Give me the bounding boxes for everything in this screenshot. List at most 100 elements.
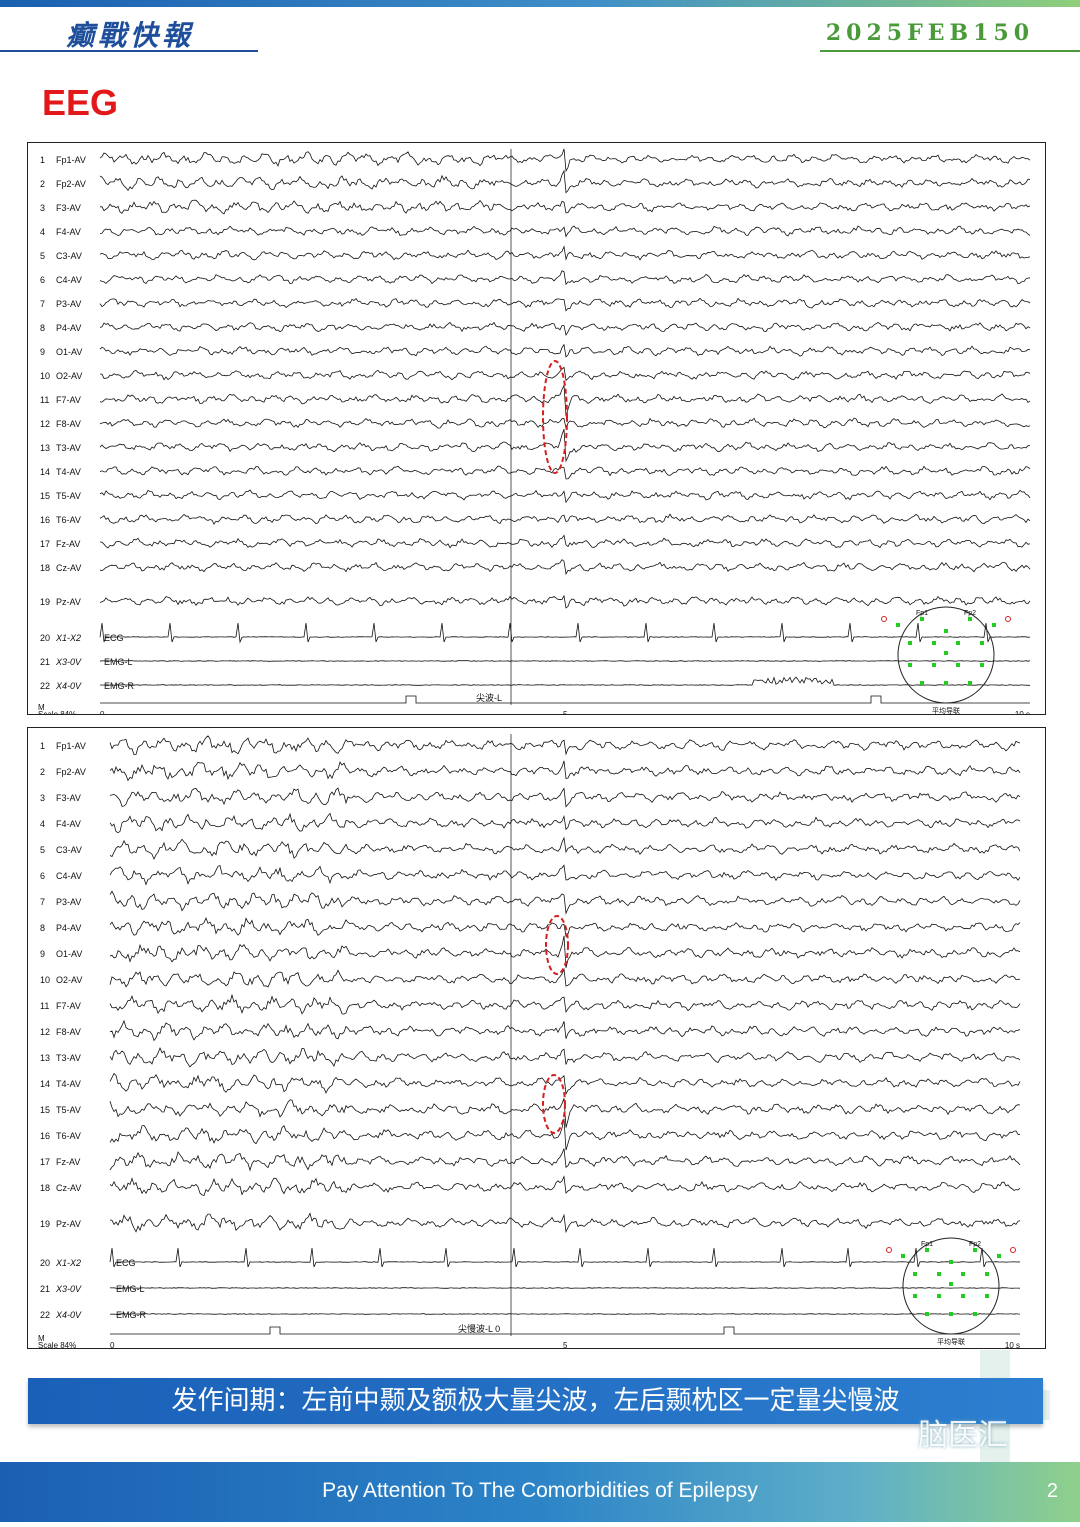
eeg-trace: [99, 622, 1031, 644]
channel-index: 15: [40, 491, 50, 501]
electrode-dot: [920, 681, 924, 685]
channel-label: Fp1-AV: [56, 741, 86, 751]
channel-label: T4-AV: [56, 467, 81, 477]
electrode-label: Fp2: [969, 1241, 981, 1248]
scale-marker: M: [38, 1334, 45, 1343]
footer-text: Pay Attention To The Comorbidities of Ep…: [322, 1479, 758, 1502]
channel-index: 9: [40, 949, 45, 959]
spike-annotation: [542, 360, 568, 474]
channel-label: F4-AV: [56, 819, 81, 829]
channel-index: 12: [40, 1027, 50, 1037]
channel-label: X3-0V: [55, 1284, 82, 1294]
eeg-trace: [109, 1247, 1021, 1268]
channel-label: C3-AV: [56, 845, 82, 855]
aux-channel-label: EMG-R: [104, 681, 134, 691]
channel-label: Cz-AV: [56, 1183, 81, 1193]
electrode-dot: [992, 623, 996, 627]
eeg-trace: [109, 1072, 1021, 1096]
eeg-trace: [109, 1019, 1021, 1042]
electrode-dot: [908, 641, 912, 645]
channel-index: 1: [40, 741, 45, 751]
channel-index: 21: [40, 657, 50, 667]
channel-index: 18: [40, 1183, 50, 1193]
page-title: EEG: [42, 82, 119, 123]
electrode-dot: [973, 1248, 977, 1252]
time-tick-label: 5: [563, 710, 568, 714]
channel-index: 3: [40, 203, 45, 213]
electrode-label: Fp1: [916, 610, 928, 617]
channel-label: C4-AV: [56, 275, 82, 285]
footer-bar: Pay Attention To The Comorbidities of Ep…: [0, 1462, 1080, 1522]
issue-underline: [820, 50, 1080, 52]
electrode-dot: [913, 1294, 917, 1298]
eeg-trace: [109, 1313, 1021, 1315]
eeg-trace: [109, 864, 1021, 886]
electrode-dot: [908, 663, 912, 667]
channel-label: F8-AV: [56, 1027, 81, 1037]
electrode-dot: [949, 1312, 953, 1316]
aux-channel-label: EMG-L: [116, 1284, 145, 1294]
scale-label: Scale 84%: [38, 1341, 76, 1348]
brand-title: 癫戰快報: [66, 19, 195, 52]
eeg-trace: [99, 225, 1031, 238]
electrode-dot: [944, 651, 948, 655]
electrode-dot: [961, 1272, 965, 1276]
channel-index: 10: [40, 975, 50, 985]
caption-text: 发作间期：左前中颞及额极大量尖波，左后颞枕区一定量尖慢波: [171, 1386, 900, 1416]
channel-label: F8-AV: [56, 419, 81, 429]
head-map-caption: 平均导联: [937, 1337, 965, 1346]
channel-label: O2-AV: [56, 371, 82, 381]
eeg-trace: [109, 1148, 1021, 1172]
electrode-dot: [949, 1282, 953, 1286]
channel-index: 17: [40, 539, 50, 549]
channel-index: 11: [40, 1001, 49, 1011]
channel-label: T5-AV: [56, 491, 81, 501]
channel-label: X1-X2: [55, 1258, 81, 1268]
electrode-dot: [980, 663, 984, 667]
channel-index: 22: [40, 1310, 50, 1320]
channel-index: 20: [40, 633, 50, 643]
electrode-dot: [961, 1294, 965, 1298]
channel-label: C3-AV: [56, 251, 82, 261]
eeg-trace: [99, 297, 1031, 312]
channel-index: 3: [40, 793, 45, 803]
eeg-trace: [99, 343, 1031, 358]
event-marker-line: [100, 695, 1030, 704]
electrode-dot: [932, 663, 936, 667]
electrode-dot: [896, 623, 900, 627]
eeg-trace: [109, 1047, 1021, 1068]
channel-index: 8: [40, 923, 45, 933]
electrode-dot: [920, 617, 924, 621]
aux-channel-label: ECG: [104, 633, 124, 643]
eeg-trace: [99, 321, 1031, 337]
channel-label: F3-AV: [56, 793, 81, 803]
channel-label: X4-0V: [55, 1310, 82, 1320]
eeg-trace: [100, 676, 1030, 686]
channel-label: Cz-AV: [56, 563, 81, 573]
channel-index: 13: [40, 443, 50, 453]
spike-annotation: [542, 1074, 566, 1134]
channel-index: 6: [40, 871, 45, 881]
channel-index: 11: [40, 395, 49, 405]
eeg-trace: [109, 967, 1021, 988]
eeg-trace: [99, 559, 1031, 576]
eeg-trace: [99, 169, 1030, 194]
channel-label: T5-AV: [56, 1105, 81, 1115]
channel-index: 5: [40, 251, 45, 261]
channel-index: 2: [40, 767, 45, 777]
channel-index: 18: [40, 563, 50, 573]
eeg-trace: [99, 660, 1031, 662]
channel-index: 8: [40, 323, 45, 333]
eeg-trace: [99, 513, 1031, 525]
electrode-head-map: [902, 1237, 1000, 1335]
channel-index: 7: [40, 299, 45, 309]
electrode-dot: [968, 681, 972, 685]
electrode-dot: [925, 1312, 929, 1316]
channel-label: T4-AV: [56, 1079, 81, 1089]
electrode-dot: [973, 1312, 977, 1316]
channel-index: 4: [40, 227, 45, 237]
channel-label: Pz-AV: [56, 1219, 81, 1229]
electrode-dot: [944, 629, 948, 633]
channel-index: 5: [40, 845, 45, 855]
issue-number: 2025FEB150: [825, 20, 1034, 46]
